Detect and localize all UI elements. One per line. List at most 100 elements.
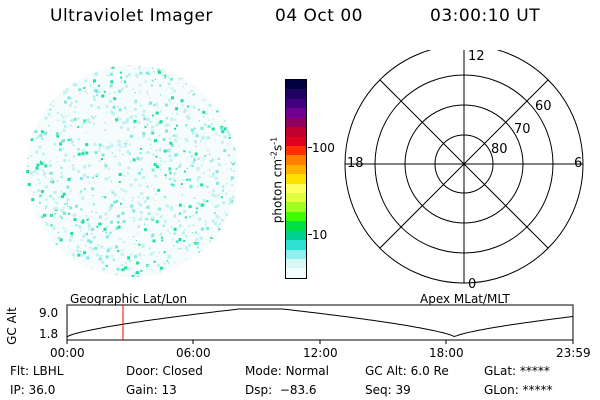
speckle xyxy=(73,257,75,259)
speckle xyxy=(100,245,104,249)
speckle xyxy=(214,97,218,101)
speckle xyxy=(32,95,36,99)
speckle xyxy=(223,247,225,249)
speckle xyxy=(176,112,179,115)
speckle xyxy=(161,239,164,242)
speckle xyxy=(140,168,143,171)
speckle xyxy=(101,144,103,146)
speckle xyxy=(81,220,85,224)
speckle xyxy=(98,147,101,150)
speckle xyxy=(104,196,107,199)
speckle xyxy=(110,276,112,277)
speckle xyxy=(149,101,153,105)
speckle xyxy=(155,139,158,142)
speckle xyxy=(98,159,101,162)
speckle xyxy=(170,226,172,228)
speckle xyxy=(105,146,109,150)
speckle xyxy=(156,213,158,216)
speckle xyxy=(166,197,168,199)
speckle xyxy=(173,272,177,275)
speckle xyxy=(65,266,68,269)
speckle xyxy=(83,165,87,169)
speckle xyxy=(160,266,163,270)
speckle xyxy=(225,111,227,113)
speckle xyxy=(47,263,51,267)
speckle xyxy=(78,139,80,141)
speckle xyxy=(178,165,181,168)
speckle xyxy=(108,99,112,103)
speckle xyxy=(230,256,234,260)
speckle xyxy=(58,259,60,261)
speckle xyxy=(225,85,227,88)
colorbar-segment xyxy=(286,230,306,241)
speckle xyxy=(96,94,98,97)
speckle xyxy=(137,195,140,198)
speckle xyxy=(151,233,155,237)
speckle xyxy=(232,225,236,229)
speckle xyxy=(213,78,217,82)
speckle xyxy=(38,224,40,226)
speckle xyxy=(73,70,77,74)
speckle xyxy=(44,264,46,266)
speckle xyxy=(117,214,120,218)
speckle xyxy=(229,86,232,89)
speckle xyxy=(177,82,179,84)
speckle xyxy=(219,122,221,124)
speckle xyxy=(80,239,83,242)
speckle xyxy=(83,188,86,190)
speckle xyxy=(83,86,86,89)
speckle xyxy=(108,233,111,236)
speckle xyxy=(133,160,135,162)
speckle xyxy=(178,145,180,147)
speckle xyxy=(26,170,30,173)
speckle xyxy=(42,251,45,255)
speckle xyxy=(158,268,160,270)
speckle xyxy=(111,65,115,69)
speckle xyxy=(204,77,206,78)
speckle xyxy=(114,265,116,267)
speckle xyxy=(195,262,199,266)
speckle xyxy=(146,196,150,200)
speckle xyxy=(45,157,47,159)
speckle xyxy=(148,214,149,216)
speckle xyxy=(55,243,58,245)
speckle xyxy=(39,201,41,204)
speckle xyxy=(211,123,214,126)
speckle xyxy=(85,143,89,147)
speckle xyxy=(229,91,233,95)
speckle xyxy=(175,134,177,136)
speckle xyxy=(87,274,89,276)
speckle xyxy=(86,176,89,179)
speckle xyxy=(200,159,202,161)
speckle xyxy=(133,107,137,111)
speckle xyxy=(105,104,109,108)
speckle xyxy=(174,153,178,157)
speckle xyxy=(38,265,41,268)
speckle xyxy=(129,134,133,138)
speckle xyxy=(151,247,153,249)
speckle xyxy=(192,214,195,217)
speckle xyxy=(202,99,205,102)
speckle xyxy=(174,134,178,138)
speckle xyxy=(45,199,48,202)
speckle xyxy=(56,157,58,158)
speckle xyxy=(42,169,45,172)
speckle xyxy=(170,92,172,94)
speckle xyxy=(183,69,187,73)
speckle xyxy=(173,232,176,235)
speckle xyxy=(54,200,57,203)
speckle xyxy=(172,244,175,247)
speckle xyxy=(125,147,127,148)
speckle xyxy=(164,74,167,77)
speckle xyxy=(120,269,121,271)
speckle xyxy=(58,215,60,217)
colorbar-segment xyxy=(286,117,306,128)
orbit-plot xyxy=(66,304,574,344)
speckle xyxy=(64,160,66,162)
speckle xyxy=(57,133,60,136)
speckle xyxy=(76,82,78,84)
orbit-left-title: Geographic Lat/Lon xyxy=(70,292,188,306)
speckle xyxy=(181,77,183,79)
speckle xyxy=(67,205,69,207)
speckle xyxy=(127,140,129,142)
